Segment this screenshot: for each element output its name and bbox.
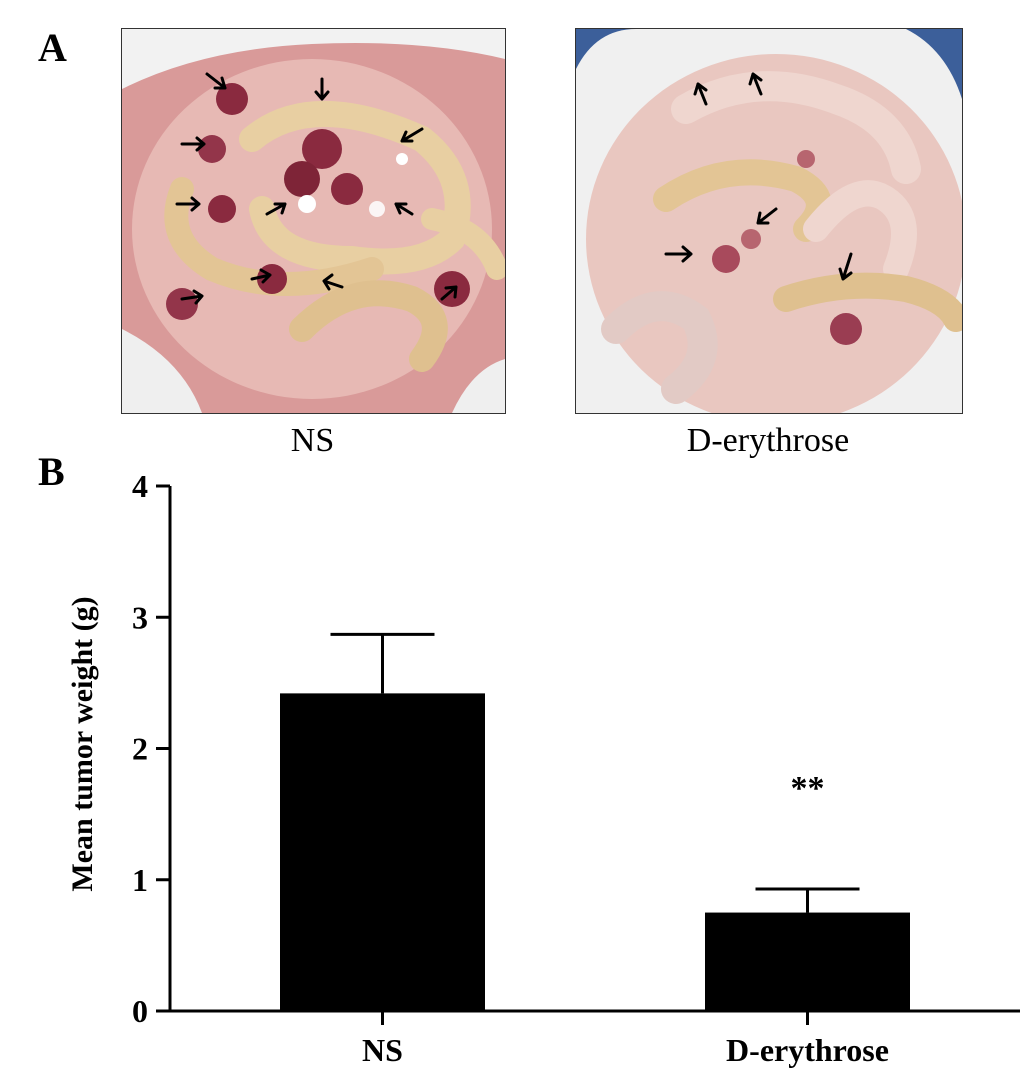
x-axis: NS D-erythrose xyxy=(170,1009,1020,1068)
y-tick-label-0: 0 xyxy=(132,993,148,1029)
bars: ** xyxy=(280,632,910,1011)
x-tick-label-1: D-erythrose xyxy=(726,1032,889,1068)
y-axis-label: Mean tumor weight (g) xyxy=(66,596,99,891)
bar-0 xyxy=(280,693,485,1011)
y-tick-label-3: 3 xyxy=(132,599,148,635)
panel-b-label: B xyxy=(38,449,65,494)
y-tick-label-2: 2 xyxy=(132,731,148,767)
d-erythrose-photo-caption: D-erythrose xyxy=(686,422,850,459)
y-tick-label-4: 4 xyxy=(132,470,148,504)
x-tick-label-0: NS xyxy=(362,1032,403,1068)
y-tick-label-1: 1 xyxy=(132,862,148,898)
y-axis: 0 1 2 3 4 xyxy=(132,470,172,1029)
significance-annotation-0: ** xyxy=(791,770,825,807)
d-erythrose-mouse-abdomen-photo xyxy=(575,28,963,414)
panel-a-label: A xyxy=(38,25,67,70)
bar-1 xyxy=(705,912,910,1011)
ns-mouse-abdomen-photo xyxy=(121,28,506,414)
tumor-weight-bar-chart: 0 1 2 3 4 NS D-erythrose ** Mean tumor weight… xyxy=(66,470,1020,1068)
ns-photo-caption: NS xyxy=(290,422,335,459)
